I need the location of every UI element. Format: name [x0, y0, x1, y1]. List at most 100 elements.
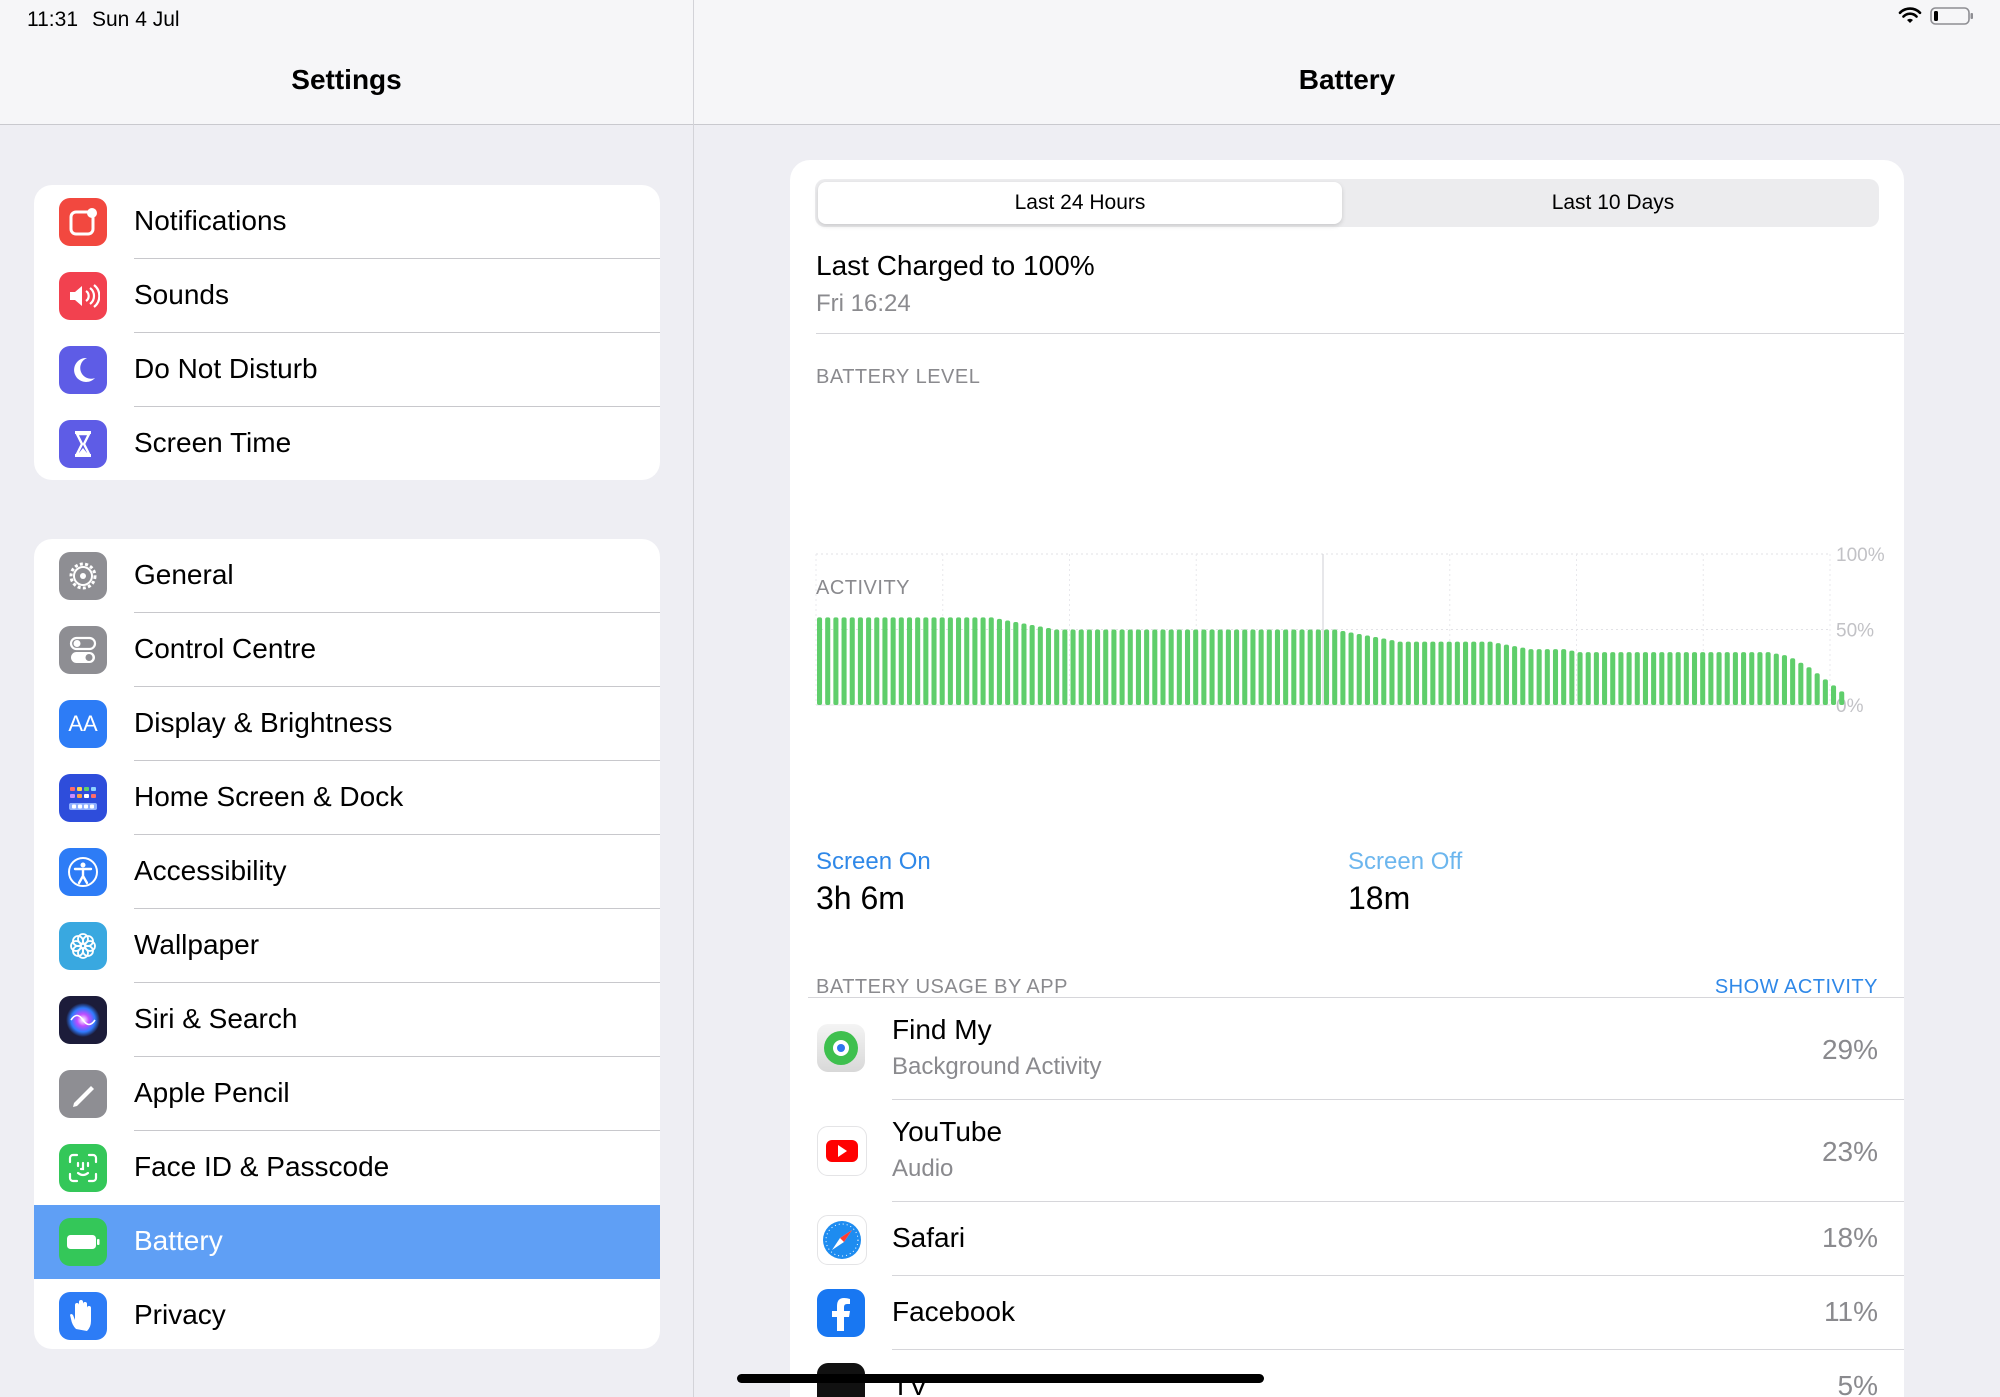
battery-bar	[1577, 652, 1583, 705]
sounds-icon	[59, 272, 107, 320]
battery-bar	[1561, 649, 1567, 705]
sidebar-item-label: Wallpaper	[134, 929, 260, 960]
display-glyph: AA	[68, 711, 98, 736]
sidebar-item-siri-search[interactable]: Siri & Search	[34, 983, 660, 1057]
battery-bar	[1054, 629, 1060, 705]
detail-header: Battery	[694, 0, 2000, 125]
sidebar-item-home-screen-dock[interactable]: Home Screen & Dock	[34, 761, 660, 835]
tab-last-24-hours[interactable]: Last 24 Hours	[818, 182, 1342, 224]
app-name: Safari	[892, 1222, 966, 1253]
battery-bar	[1790, 658, 1796, 705]
battery-bar	[1708, 652, 1714, 705]
sidebar-item-label: Control Centre	[134, 633, 317, 664]
pencil-icon	[59, 1070, 107, 1118]
battery-bar	[1822, 679, 1828, 705]
sidebar-item-battery[interactable]: Battery	[34, 1205, 660, 1279]
sidebar-item-screen-time[interactable]: Screen Time	[34, 407, 660, 480]
status-time: 11:31	[27, 8, 78, 31]
accessibility-icon	[59, 848, 107, 896]
page-title: Battery	[1298, 64, 1396, 95]
battery-bar	[841, 617, 847, 705]
battery-bar	[1315, 629, 1321, 705]
battery-bar	[1700, 652, 1706, 705]
home-screen-icon	[59, 774, 107, 822]
hourglass-icon	[59, 420, 107, 468]
show-activity-button[interactable]: SHOW ACTIVITY	[1714, 976, 1878, 998]
battery-bar	[1528, 649, 1534, 705]
app-row-facebook[interactable]: Facebook 11%	[790, 1276, 1904, 1350]
battery-bar	[1324, 629, 1330, 705]
app-subtitle: Audio	[892, 1155, 954, 1182]
time-range-segmented-control: Last 24 Hours Last 10 Days	[815, 179, 1879, 227]
sidebar-item-label: Apple Pencil	[134, 1077, 290, 1108]
moon-icon	[59, 346, 107, 394]
activity-label: ACTIVITY	[816, 577, 911, 599]
battery-bar	[1593, 652, 1599, 705]
app-subtitle: Background Activity	[892, 1053, 1102, 1080]
settings-group-2: General Control Centre AA Display & Brig…	[34, 539, 660, 1349]
battery-bar	[1103, 629, 1109, 705]
sidebar-item-do-not-disturb[interactable]: Do Not Disturb	[34, 333, 660, 407]
battery-bar	[874, 617, 880, 705]
battery-bar	[1168, 629, 1174, 705]
battery-bar	[1749, 652, 1755, 705]
battery-bar	[906, 617, 913, 705]
battery-bar	[1741, 652, 1747, 705]
gear-icon	[59, 552, 107, 600]
facebook-icon	[817, 1289, 865, 1337]
sidebar-item-display-brightness[interactable]: AA Display & Brightness	[34, 687, 660, 761]
battery-bar	[1152, 629, 1158, 705]
app-row-find-my[interactable]: Find My Background Activity 29%	[790, 998, 1904, 1100]
row-separator	[134, 1056, 660, 1057]
app-row-youtube[interactable]: YouTube Audio 23%	[790, 1100, 1904, 1202]
battery-bar	[1045, 627, 1052, 705]
sidebar-item-apple-pencil[interactable]: Apple Pencil	[34, 1057, 660, 1131]
sidebar-item-face-id[interactable]: Face ID & Passcode	[34, 1131, 660, 1205]
battery-bar	[1512, 646, 1518, 705]
battery-bar	[1160, 629, 1166, 705]
tab-last-10-days[interactable]: Last 10 Days	[1551, 191, 1675, 214]
battery-bar	[931, 617, 937, 705]
battery-bar	[915, 617, 921, 705]
battery-bar	[1651, 652, 1657, 705]
sidebar-item-accessibility[interactable]: Accessibility	[34, 835, 660, 909]
battery-bar	[1806, 667, 1812, 705]
battery-bar	[1520, 647, 1526, 705]
app-name: Facebook	[892, 1296, 1015, 1327]
sidebar-item-label: Privacy	[134, 1299, 226, 1330]
battery-level-label: BATTERY LEVEL	[816, 366, 981, 388]
sidebar-item-control-centre[interactable]: Control Centre	[34, 613, 660, 687]
status-bar: 11:31 Sun 4 Jul	[0, 0, 2000, 40]
sidebar-item-wallpaper[interactable]: Wallpaper	[34, 909, 660, 983]
app-name: Find My	[892, 1014, 992, 1045]
battery-icon	[59, 1218, 107, 1266]
battery-bar	[1757, 652, 1763, 705]
sidebar-item-general[interactable]: General	[34, 539, 660, 613]
battery-bar	[1438, 641, 1444, 705]
row-separator	[134, 686, 660, 687]
sidebar-item-notifications[interactable]: Notifications	[34, 185, 660, 259]
battery-bar	[1127, 629, 1133, 705]
battery-bar	[1193, 629, 1199, 705]
sidebar-item-sounds[interactable]: Sounds	[34, 259, 660, 333]
app-percentage: 29%	[1821, 1034, 1878, 1065]
last-charged-time: Fri 16:24	[816, 290, 911, 317]
battery-bar	[1062, 629, 1068, 705]
battery-bar	[1773, 653, 1779, 705]
sidebar-item-label: Do Not Disturb	[134, 353, 318, 384]
wifi-icon	[1898, 7, 1922, 23]
battery-bar	[1781, 655, 1788, 705]
battery-card: Last 24 Hours Last 10 Days Last Charged …	[790, 160, 1904, 1397]
row-separator	[134, 332, 660, 333]
battery-bar	[947, 617, 953, 705]
battery-bar	[1332, 629, 1338, 705]
row-separator	[892, 1275, 1904, 1276]
toggles-icon	[59, 626, 107, 674]
safari-icon	[817, 1215, 867, 1265]
app-row-safari[interactable]: Safari 18%	[790, 1202, 1904, 1276]
battery-bar	[1348, 632, 1354, 705]
battery-bar	[1569, 650, 1575, 705]
battery-bar	[1144, 629, 1150, 705]
sidebar-item-label: Display & Brightness	[134, 707, 393, 738]
sidebar-item-privacy[interactable]: Privacy	[34, 1279, 660, 1349]
